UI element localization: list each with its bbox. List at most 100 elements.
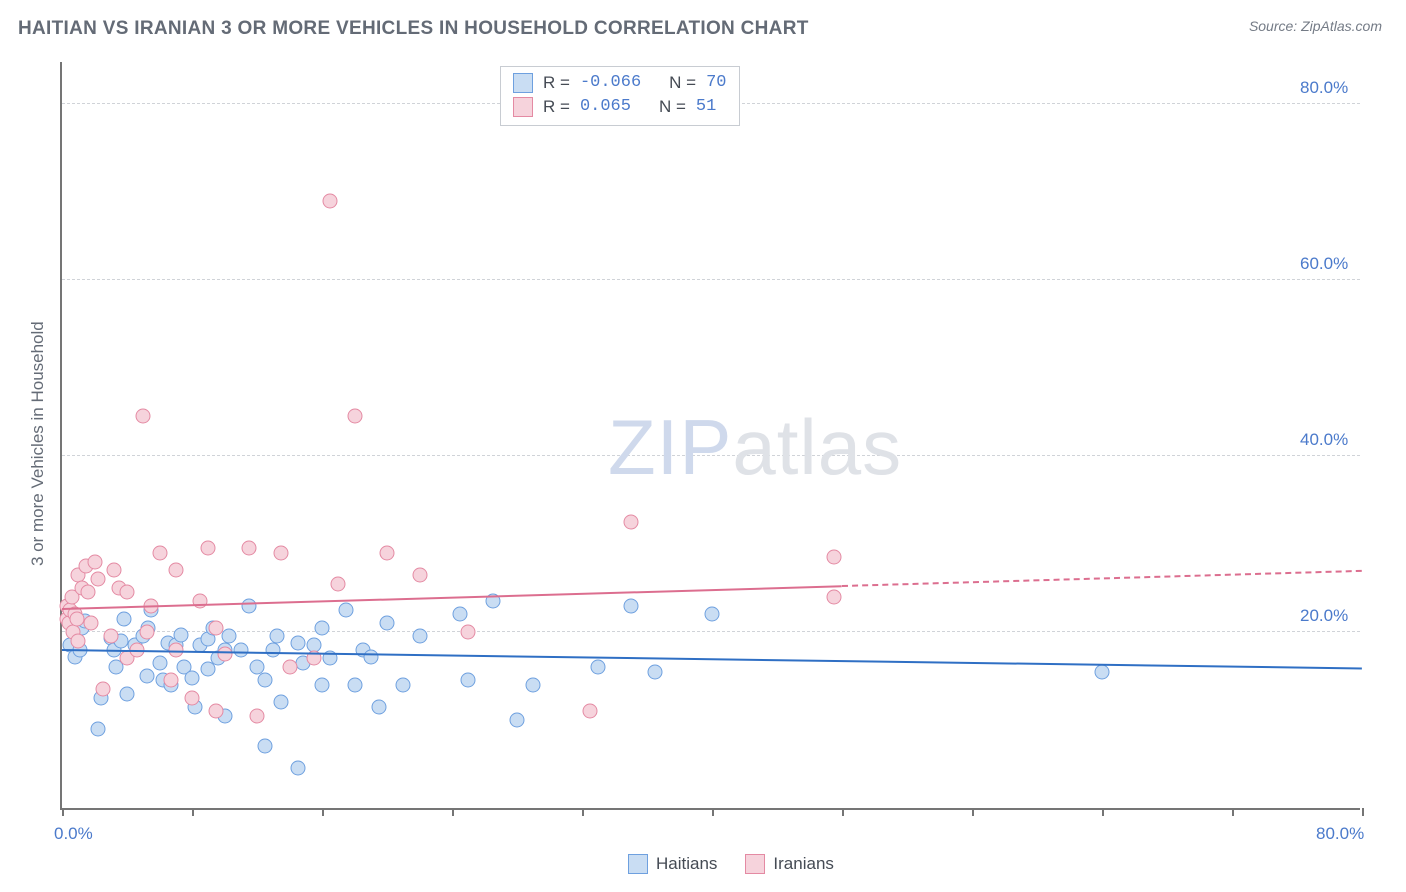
x-tick bbox=[62, 808, 64, 816]
data-point-haitians bbox=[371, 699, 386, 714]
data-point-iranians bbox=[90, 572, 105, 587]
data-point-haitians bbox=[396, 677, 411, 692]
x-tick bbox=[1362, 808, 1364, 816]
data-point-iranians bbox=[826, 589, 841, 604]
data-point-haitians bbox=[363, 649, 378, 664]
data-point-iranians bbox=[241, 541, 256, 556]
data-point-iranians bbox=[209, 704, 224, 719]
data-point-iranians bbox=[139, 625, 154, 640]
data-point-iranians bbox=[136, 409, 151, 424]
data-point-haitians bbox=[269, 629, 284, 644]
data-point-iranians bbox=[583, 704, 598, 719]
data-point-iranians bbox=[826, 550, 841, 565]
data-point-iranians bbox=[347, 409, 362, 424]
plot-area bbox=[60, 62, 1360, 810]
data-point-haitians bbox=[233, 642, 248, 657]
y-axis-title: 3 or more Vehicles in Household bbox=[28, 321, 48, 566]
data-point-haitians bbox=[591, 660, 606, 675]
data-point-haitians bbox=[258, 739, 273, 754]
data-point-iranians bbox=[84, 616, 99, 631]
data-point-iranians bbox=[71, 633, 86, 648]
x-tick-label: 80.0% bbox=[1316, 824, 1364, 844]
n-label: N = bbox=[659, 95, 686, 119]
grid-line bbox=[62, 279, 1360, 280]
legend-swatch-iranians bbox=[513, 97, 533, 117]
y-tick-label: 80.0% bbox=[1300, 78, 1348, 98]
n-value: 70 bbox=[706, 71, 726, 95]
legend-item-haitians: Haitians bbox=[628, 854, 717, 874]
data-point-iranians bbox=[120, 585, 135, 600]
legend-label: Iranians bbox=[773, 854, 833, 874]
data-point-iranians bbox=[95, 682, 110, 697]
data-point-iranians bbox=[103, 629, 118, 644]
legend-label: Haitians bbox=[656, 854, 717, 874]
r-value: 0.065 bbox=[580, 95, 631, 119]
grid-line bbox=[62, 455, 1360, 456]
data-point-iranians bbox=[623, 515, 638, 530]
data-point-haitians bbox=[412, 629, 427, 644]
chart-title: HAITIAN VS IRANIAN 3 OR MORE VEHICLES IN… bbox=[18, 18, 809, 40]
data-point-haitians bbox=[453, 607, 468, 622]
correlation-row-haitians: R =-0.066N =70 bbox=[513, 71, 727, 95]
data-point-haitians bbox=[241, 598, 256, 613]
data-point-iranians bbox=[282, 660, 297, 675]
data-point-haitians bbox=[526, 677, 541, 692]
data-point-iranians bbox=[217, 647, 232, 662]
grid-line bbox=[62, 631, 1360, 632]
data-point-iranians bbox=[87, 554, 102, 569]
y-tick-label: 20.0% bbox=[1300, 606, 1348, 626]
data-point-iranians bbox=[209, 620, 224, 635]
legend-swatch-haitians bbox=[628, 854, 648, 874]
data-point-haitians bbox=[120, 686, 135, 701]
data-point-iranians bbox=[185, 691, 200, 706]
data-point-iranians bbox=[250, 708, 265, 723]
data-point-iranians bbox=[69, 611, 84, 626]
data-point-iranians bbox=[152, 545, 167, 560]
data-point-haitians bbox=[116, 611, 131, 626]
y-tick-label: 40.0% bbox=[1300, 430, 1348, 450]
data-point-haitians bbox=[461, 673, 476, 688]
legend-swatch-haitians bbox=[513, 73, 533, 93]
data-point-iranians bbox=[323, 193, 338, 208]
correlation-legend: R =-0.066N =70R = 0.065N =51 bbox=[500, 66, 740, 126]
data-point-haitians bbox=[152, 655, 167, 670]
data-point-haitians bbox=[173, 627, 188, 642]
data-point-haitians bbox=[339, 603, 354, 618]
data-point-iranians bbox=[168, 563, 183, 578]
data-point-haitians bbox=[290, 635, 305, 650]
n-value: 51 bbox=[696, 95, 716, 119]
x-tick bbox=[192, 808, 194, 816]
data-point-haitians bbox=[90, 721, 105, 736]
data-point-haitians bbox=[290, 761, 305, 776]
x-tick bbox=[712, 808, 714, 816]
x-tick bbox=[972, 808, 974, 816]
trend-line-iranians bbox=[62, 585, 842, 610]
legend-item-iranians: Iranians bbox=[745, 854, 833, 874]
data-point-haitians bbox=[510, 713, 525, 728]
data-point-haitians bbox=[705, 607, 720, 622]
data-point-iranians bbox=[193, 594, 208, 609]
source-name: ZipAtlas.com bbox=[1301, 18, 1382, 34]
data-point-iranians bbox=[201, 541, 216, 556]
data-point-haitians bbox=[623, 598, 638, 613]
data-point-iranians bbox=[274, 545, 289, 560]
n-label: N = bbox=[669, 71, 696, 95]
source-prefix: Source: bbox=[1249, 18, 1301, 34]
x-tick bbox=[322, 808, 324, 816]
legend-swatch-iranians bbox=[745, 854, 765, 874]
data-point-haitians bbox=[648, 664, 663, 679]
x-tick bbox=[842, 808, 844, 816]
r-label: R = bbox=[543, 71, 570, 95]
x-tick bbox=[582, 808, 584, 816]
y-tick-label: 60.0% bbox=[1300, 254, 1348, 274]
data-point-iranians bbox=[331, 576, 346, 591]
data-point-haitians bbox=[274, 695, 289, 710]
data-point-iranians bbox=[412, 567, 427, 582]
data-point-haitians bbox=[258, 673, 273, 688]
data-point-haitians bbox=[185, 670, 200, 685]
correlation-row-iranians: R = 0.065N =51 bbox=[513, 95, 727, 119]
data-point-haitians bbox=[347, 677, 362, 692]
data-point-haitians bbox=[139, 669, 154, 684]
data-point-haitians bbox=[380, 616, 395, 631]
data-point-haitians bbox=[266, 642, 281, 657]
